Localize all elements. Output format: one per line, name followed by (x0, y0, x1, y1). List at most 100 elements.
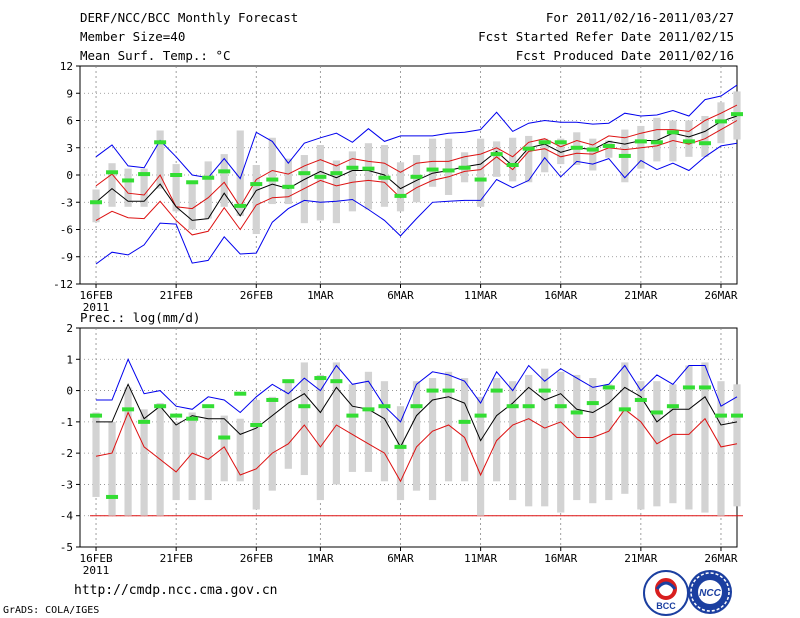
prec-spread-box (124, 387, 132, 516)
prec-spread-box (460, 378, 469, 482)
temp-xtick-label: 26MAR (704, 289, 737, 302)
prec-obs-marker (122, 407, 135, 412)
prec-spread-box (428, 378, 437, 501)
prec-spread-box (188, 412, 196, 501)
temp-obs-marker (426, 167, 439, 172)
temp-ytick-label: -12 (53, 278, 73, 291)
prec-obs-marker (154, 404, 167, 409)
prec-spread-box (92, 412, 100, 497)
prec-obs-marker (106, 494, 119, 499)
prec-spread-box (557, 371, 565, 513)
prec-obs-marker (490, 388, 503, 393)
temp-year-label: 2011 (83, 301, 110, 314)
temp-series-upper (95, 104, 738, 210)
prec-spread-box (364, 371, 373, 472)
prec-ytick-label: -1 (60, 416, 73, 429)
prec-spread-box (444, 371, 453, 482)
prec-obs-marker (698, 385, 711, 390)
bcc-logo-mark: BCC (655, 578, 677, 611)
temp-ytick-label: 12 (60, 60, 73, 73)
prec-obs-marker (330, 379, 343, 384)
prec-spread-box (236, 418, 244, 482)
prec-spread-box (268, 396, 276, 491)
source-url[interactable]: http://cmdp.ncc.cma.gov.cn (74, 583, 278, 598)
prec-ytick-label: -5 (60, 541, 73, 554)
prec-obs-marker (378, 404, 391, 409)
prec-panel: -5 -4 -3 -2 -1 0 1 2 16FEB 21FEB 26FEB 1MAR 6MAR 11MA… (60, 322, 743, 577)
temp-obs-marker (154, 140, 167, 145)
temp-panel: -12 -9 -6 -3 0 3 6 9 12 16FEB 21FEB 26FEB 1MAR 6MAR 11… (53, 60, 743, 314)
temp-obs-marker (234, 203, 247, 208)
prec-obs-marker (682, 385, 695, 390)
prec-spread-box (605, 384, 613, 501)
temp-spread-box (541, 138, 549, 173)
temp-ytick-label: 9 (66, 87, 73, 100)
prec-obs-marker (282, 379, 295, 384)
prec-obs-marker (170, 413, 183, 418)
prec-obs-marker (474, 413, 487, 418)
prec-spread-box (541, 368, 549, 507)
prec-xtick-label: 11MAR (464, 552, 497, 565)
temp-obs-marker (410, 174, 423, 179)
temp-obs-marker (586, 147, 599, 152)
temp-spread-box (124, 168, 132, 207)
prec-spread-box (396, 406, 405, 501)
prec-obs-marker (186, 416, 199, 421)
prec-obs-marker (410, 404, 423, 409)
bcc-logo: BCC (643, 570, 689, 616)
temp-obs-marker (90, 200, 103, 205)
prec-xtick-label: 16MAR (544, 552, 577, 565)
prec-obs-marker (394, 444, 407, 449)
temp-ytick-label: -3 (60, 196, 73, 209)
temp-obs-marker (170, 173, 183, 177)
temp-spread-box (605, 140, 613, 158)
temp-obs-marker (666, 130, 679, 135)
prec-obs-marker (554, 404, 567, 409)
prec-spread-box (412, 381, 421, 491)
temp-obs-marker (106, 170, 119, 175)
prec-obs-marker (458, 419, 471, 424)
prec-obs-marker (426, 388, 439, 393)
temp-obs-marker (634, 139, 647, 144)
temp-obs-marker (266, 177, 279, 182)
temp-ytick-label: 6 (66, 115, 73, 128)
forecast-range: For 2011/02/16-2011/03/27 (545, 10, 734, 25)
temp-xtick-label: 16FEB (79, 289, 112, 302)
temp-spread-box (685, 120, 693, 157)
temp-obs-marker (458, 165, 471, 170)
temp-obs-marker (490, 152, 503, 157)
prec-spread-box (477, 396, 485, 516)
prec-obs-marker (618, 407, 631, 412)
temp-xtick-label: 1MAR (307, 289, 334, 302)
prec-xtick-label: 6MAR (387, 552, 414, 565)
member-size: Member Size=40 (80, 29, 186, 44)
prec-spread-box (637, 381, 645, 510)
prec-spread-box (204, 409, 212, 501)
prec-obs-marker (570, 410, 583, 415)
prec-spread-box (669, 384, 677, 504)
temp-obs-marker (731, 112, 743, 117)
temp-spread-box (284, 158, 292, 205)
temp-obs-marker (650, 140, 663, 145)
temp-obs-marker (554, 140, 567, 145)
prec-xtick-label: 26MAR (704, 552, 737, 565)
prec-xtick-label: 21FEB (160, 552, 193, 565)
prec-obs-marker (250, 422, 263, 427)
prec-series-lower (95, 408, 738, 483)
prec-spread-box (685, 365, 693, 510)
prec-spread-box (525, 374, 533, 507)
ncc-logo: NCC (688, 570, 732, 614)
temp-spread-box (140, 168, 148, 207)
temp-obs-marker (250, 182, 263, 187)
prec-ytick-label: -3 (60, 478, 73, 491)
prec-obs-marker (266, 397, 279, 402)
temp-panel-title: Mean Surf. Temp.: °C (80, 48, 231, 63)
temp-spread-box (444, 138, 453, 195)
temp-obs-marker (218, 169, 231, 174)
prec-spread-box (108, 421, 116, 516)
temp-obs-marker (314, 174, 327, 179)
grads-credit: GrADS: COLA/IGES (3, 605, 100, 616)
prec-xtick-label: 21MAR (624, 552, 657, 565)
prec-obs-marker (362, 407, 375, 412)
